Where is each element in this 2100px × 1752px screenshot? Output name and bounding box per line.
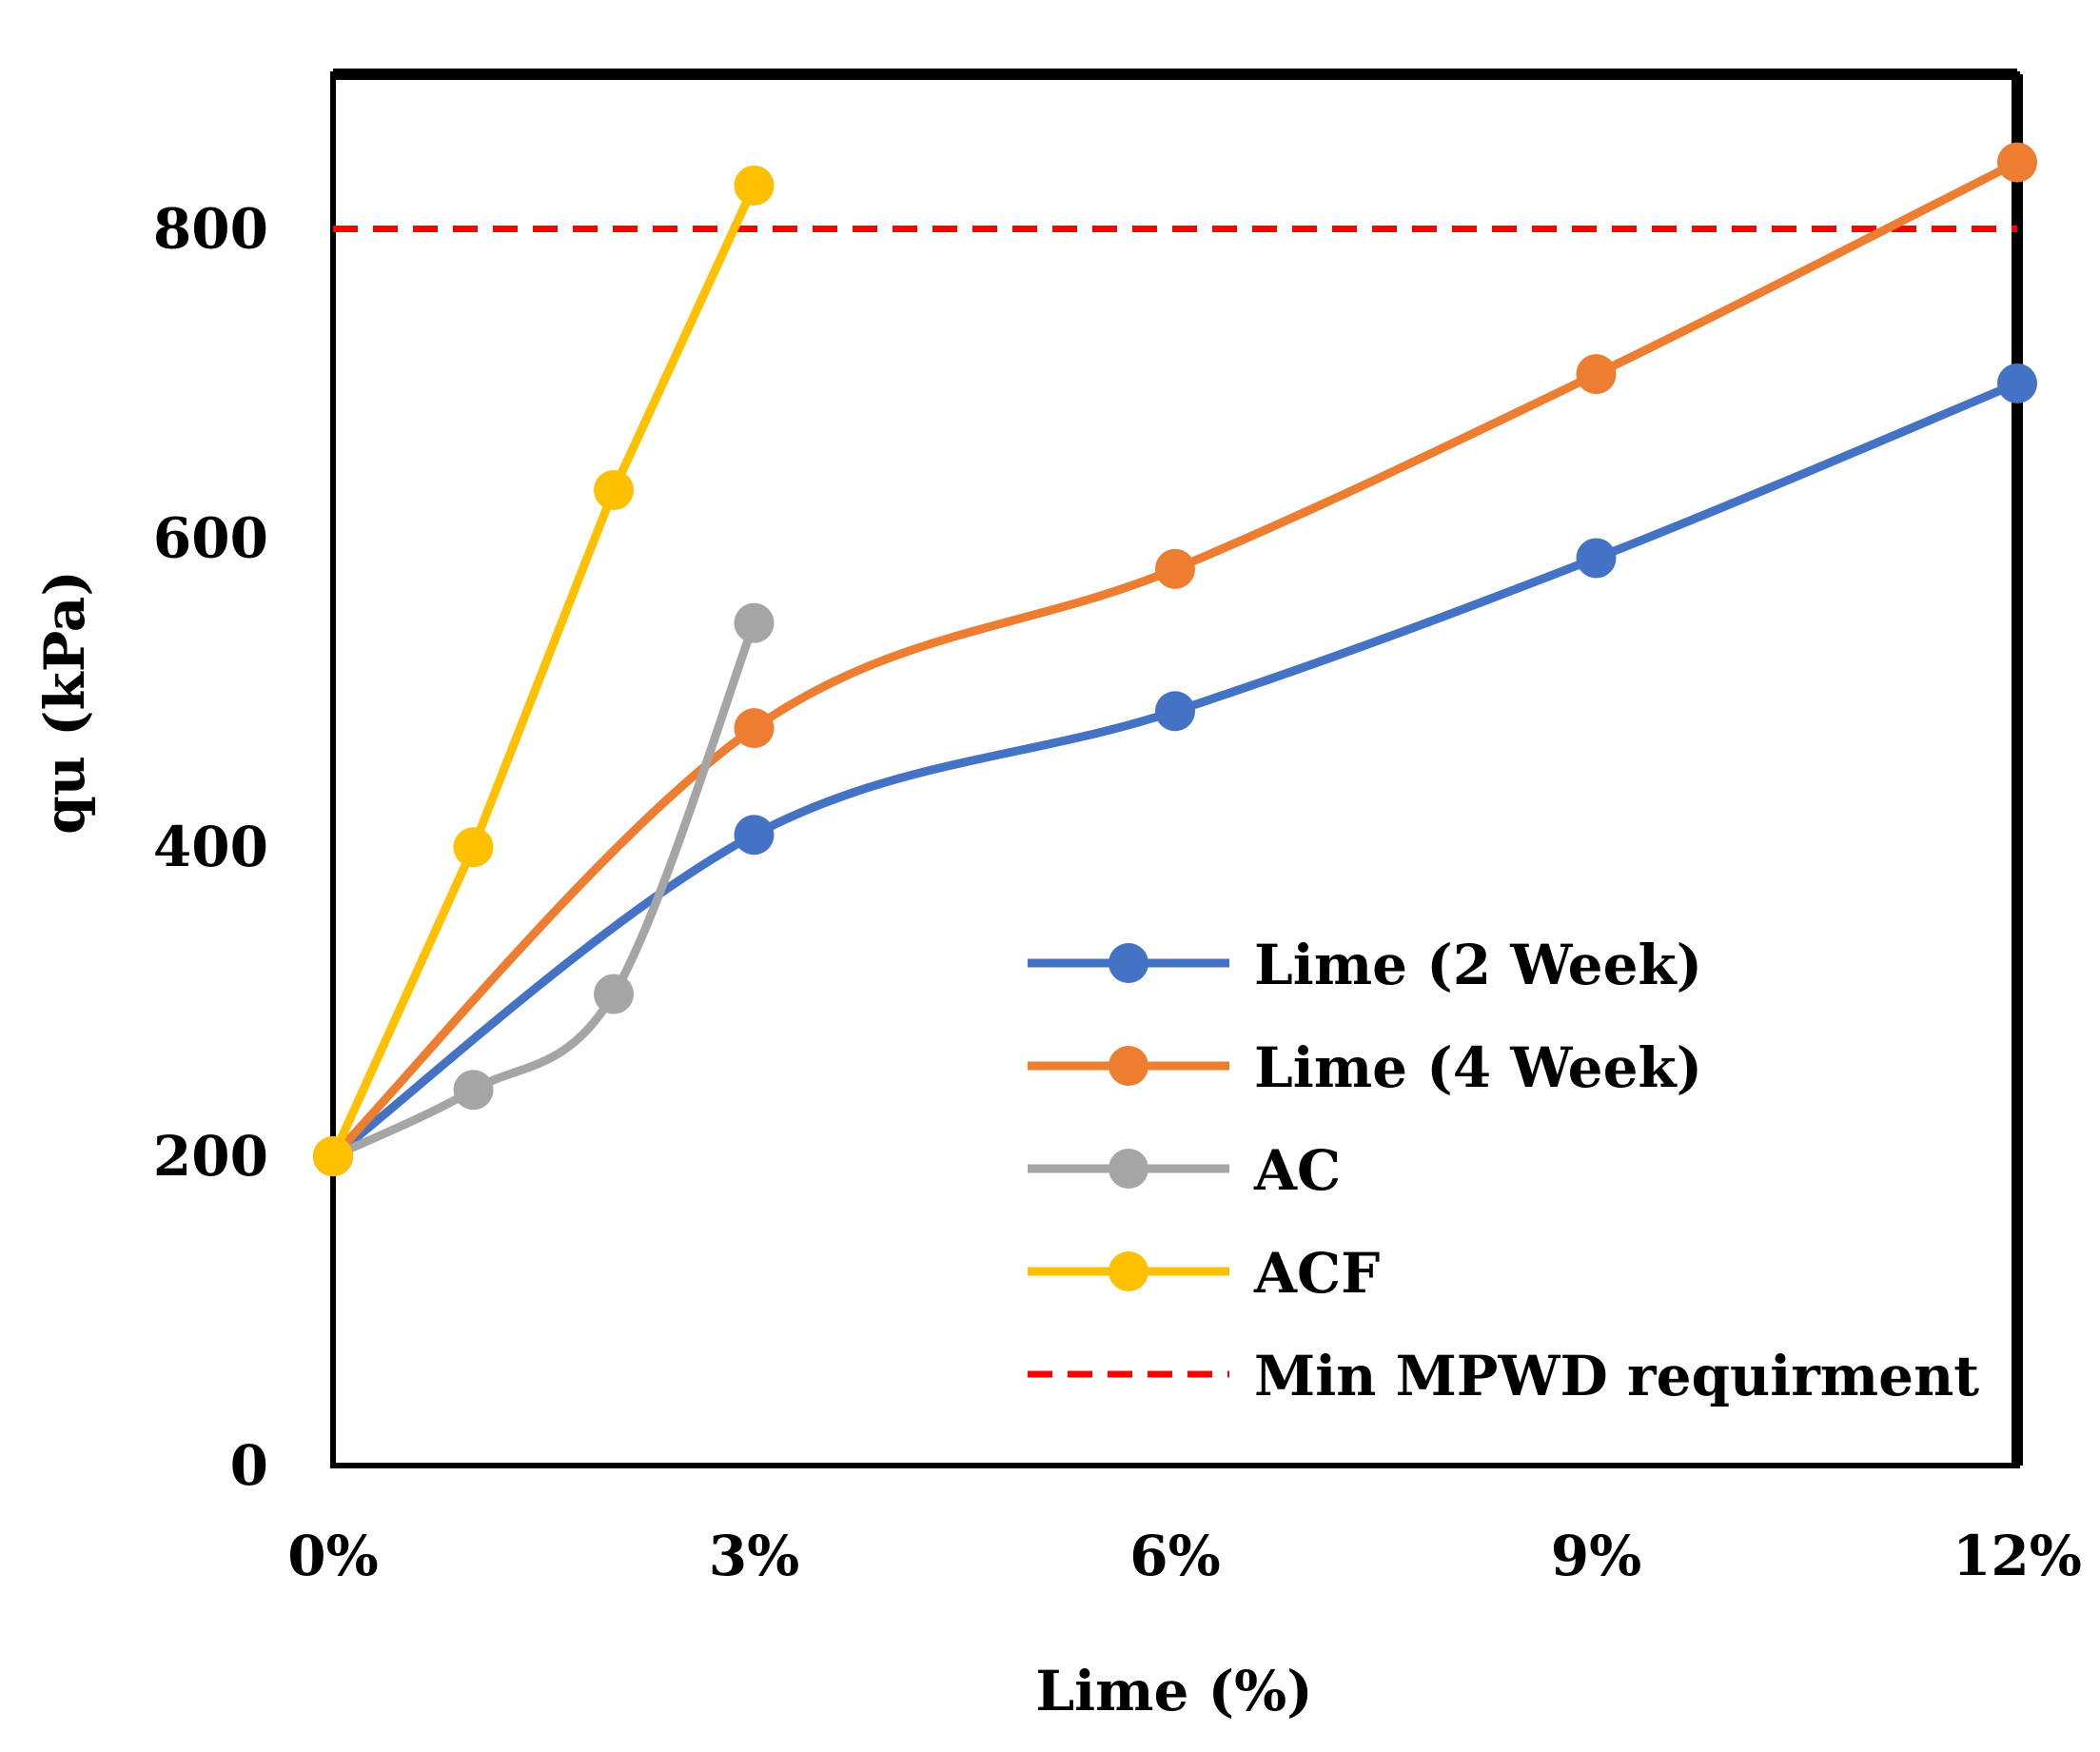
data-point [453, 827, 494, 868]
data-point [734, 815, 775, 856]
data-point [594, 974, 634, 1014]
data-point [313, 1136, 353, 1177]
data-point [734, 602, 775, 643]
series-line [328, 619, 758, 1161]
y-tick-label: 800 [153, 196, 268, 261]
legend-item: ACF [1028, 1241, 1380, 1306]
legend-marker [1109, 1046, 1148, 1086]
y-tick-label: 600 [153, 505, 268, 570]
data-point [1997, 142, 2037, 183]
x-tick-label: 6% [1129, 1524, 1220, 1588]
y-tick-label: 200 [153, 1124, 268, 1189]
legend-item: Lime (4 Week) [1028, 1035, 1702, 1100]
legend-marker [1109, 943, 1148, 983]
legend-marker [1109, 1149, 1148, 1189]
data-point [734, 165, 775, 206]
data-point [594, 469, 634, 510]
data-point [734, 708, 775, 749]
legend-item: Min MPWD requirment [1028, 1344, 1979, 1408]
data-point [1155, 548, 1195, 589]
legend-label: Min MPWD requirment [1254, 1344, 1979, 1408]
legend-marker [1109, 1251, 1148, 1291]
legend-label: AC [1253, 1138, 1341, 1203]
data-point [1155, 691, 1195, 732]
x-tick-label: 3% [709, 1524, 799, 1588]
legend-label: Lime (2 Week) [1254, 933, 1702, 997]
y-tick-label: 400 [153, 815, 268, 879]
legend-label: ACF [1253, 1241, 1380, 1306]
series-line [328, 181, 758, 1161]
series-3 [313, 165, 775, 1177]
y-axis-title: qu (kPa) [32, 570, 97, 835]
data-point [1576, 354, 1617, 395]
legend-item: Lime (2 Week) [1028, 933, 1702, 997]
data-point [1997, 363, 2037, 404]
x-tick-label: 0% [287, 1524, 378, 1588]
plot-area [330, 71, 2020, 1468]
data-point [1576, 538, 1617, 579]
y-tick-label: 0 [230, 1433, 268, 1498]
legend-label: Lime (4 Week) [1254, 1035, 1702, 1100]
x-axis-title: Lime (%) [1035, 1659, 1312, 1723]
x-tick-label: 9% [1551, 1524, 1641, 1588]
series-0 [313, 363, 2037, 1177]
data-point [453, 1070, 494, 1111]
legend-item: AC [1028, 1138, 1341, 1203]
x-tick-label: 12% [1953, 1524, 2082, 1588]
